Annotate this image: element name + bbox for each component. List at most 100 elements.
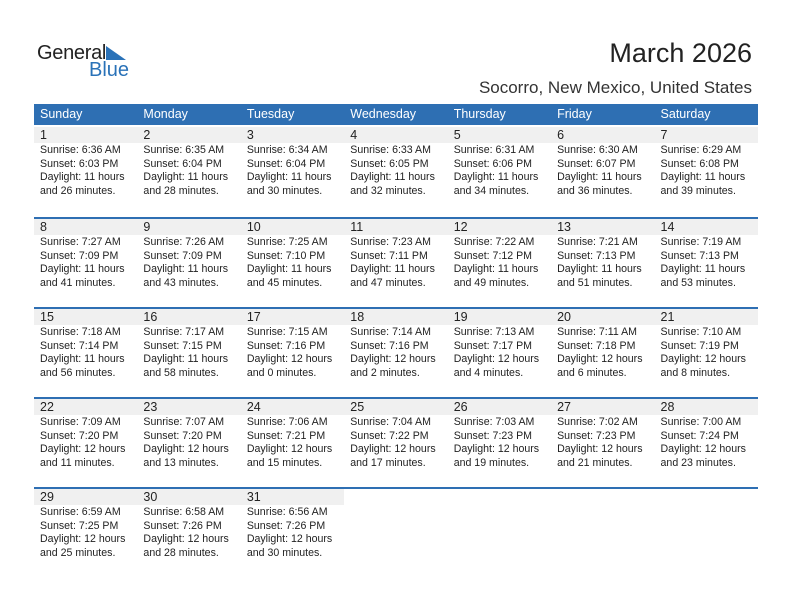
sunrise: Sunrise: 7:23 AM bbox=[350, 236, 431, 248]
sunset: Sunset: 7:14 PM bbox=[40, 339, 119, 352]
week-row: 15 Sunrise: 7:18 AM Sunset: 7:14 PM Dayl… bbox=[34, 307, 758, 397]
weekday-sunday: Sunday bbox=[40, 107, 83, 121]
daylight: Daylight: 11 hours bbox=[350, 171, 435, 183]
sunset: Sunset: 7:16 PM bbox=[350, 339, 429, 352]
sunrise: Sunrise: 7:06 AM bbox=[246, 416, 328, 428]
day-info: Sunrise: 6:56 AM Sunset: 7:26 PM Dayligh… bbox=[241, 505, 344, 560]
week-row: 22 Sunrise: 7:09 AM Sunset: 7:20 PM Dayl… bbox=[34, 397, 758, 487]
day-info: Sunrise: 7:06 AM Sunset: 7:21 PM Dayligh… bbox=[241, 415, 344, 470]
logo-text-blue: Blue bbox=[89, 59, 130, 81]
sunrise: Sunrise: 7:14 AM bbox=[350, 326, 431, 338]
daylight: Daylight: 12 hours bbox=[40, 443, 126, 455]
day-info: Sunrise: 7:15 AM Sunset: 7:16 PM Dayligh… bbox=[241, 325, 344, 380]
day-cell: 19 Sunrise: 7:13 AM Sunset: 7:17 PM Dayl… bbox=[447, 309, 552, 397]
sunset: Sunset: 7:23 PM bbox=[557, 429, 636, 442]
day-number: 14 bbox=[654, 219, 758, 235]
day-number: 1 bbox=[34, 127, 138, 143]
sunset: Sunset: 6:04 PM bbox=[246, 157, 326, 170]
day-cell: 24 Sunrise: 7:06 AM Sunset: 7:21 PM Dayl… bbox=[240, 399, 345, 487]
sunrise: Sunrise: 6:31 AM bbox=[453, 144, 535, 156]
daylight-minutes: and 19 minutes. bbox=[453, 456, 530, 469]
sunset: Sunset: 7:11 PM bbox=[350, 249, 428, 262]
day-cell: 5 Sunrise: 6:31 AM Sunset: 6:06 PM Dayli… bbox=[447, 127, 552, 217]
week-row: 1 Sunrise: 6:36 AM Sunset: 6:03 PM Dayli… bbox=[34, 127, 758, 217]
daylight-minutes: and 56 minutes. bbox=[40, 366, 116, 379]
daylight: Daylight: 11 hours bbox=[143, 263, 229, 275]
daylight: Daylight: 11 hours bbox=[557, 171, 642, 183]
day-cell: 30 Sunrise: 6:58 AM Sunset: 7:26 PM Dayl… bbox=[137, 489, 241, 577]
sunrise: Sunrise: 7:26 AM bbox=[143, 236, 225, 248]
sunrise: Sunrise: 6:35 AM bbox=[143, 144, 225, 156]
daylight: Daylight: 12 hours bbox=[660, 353, 746, 365]
day-cell: 18 Sunrise: 7:14 AM Sunset: 7:16 PM Dayl… bbox=[344, 309, 448, 397]
sunrise: Sunrise: 6:33 AM bbox=[350, 144, 431, 156]
daylight: Daylight: 12 hours bbox=[143, 533, 229, 545]
day-info: Sunrise: 7:17 AM Sunset: 7:15 PM Dayligh… bbox=[137, 325, 240, 380]
daylight-minutes: and 43 minutes. bbox=[143, 276, 219, 289]
sunrise: Sunrise: 7:04 AM bbox=[350, 416, 431, 428]
day-info: Sunrise: 7:00 AM Sunset: 7:24 PM Dayligh… bbox=[655, 415, 758, 470]
day-cell: 1 Sunrise: 6:36 AM Sunset: 6:03 PM Dayli… bbox=[34, 127, 138, 217]
daylight-minutes: and 15 minutes. bbox=[246, 456, 323, 469]
day-number: 24 bbox=[240, 399, 345, 415]
daylight: Daylight: 12 hours bbox=[246, 443, 333, 455]
daylight-minutes: and 28 minutes. bbox=[143, 184, 219, 197]
day-info: Sunrise: 7:25 AM Sunset: 7:10 PM Dayligh… bbox=[241, 235, 344, 290]
sunset: Sunset: 7:26 PM bbox=[143, 519, 222, 532]
sunrise: Sunrise: 7:19 AM bbox=[660, 236, 742, 248]
daylight: Daylight: 12 hours bbox=[557, 443, 643, 455]
day-info: Sunrise: 7:11 AM Sunset: 7:18 PM Dayligh… bbox=[551, 325, 654, 380]
weekday-saturday: Saturday bbox=[660, 107, 711, 121]
day-number: 9 bbox=[137, 219, 241, 235]
day-info: Sunrise: 7:04 AM Sunset: 7:22 PM Dayligh… bbox=[344, 415, 447, 470]
day-cell: 26 Sunrise: 7:03 AM Sunset: 7:23 PM Dayl… bbox=[447, 399, 552, 487]
daylight-minutes: and 6 minutes. bbox=[557, 366, 627, 379]
sunset: Sunset: 7:15 PM bbox=[143, 339, 222, 352]
day-number: 20 bbox=[551, 309, 655, 325]
daylight-minutes: and 23 minutes. bbox=[660, 456, 736, 469]
daylight-minutes: and 36 minutes. bbox=[557, 184, 633, 197]
day-info: Sunrise: 6:59 AM Sunset: 7:25 PM Dayligh… bbox=[34, 505, 137, 560]
week-row: 8 Sunrise: 7:27 AM Sunset: 7:09 PM Dayli… bbox=[34, 217, 758, 307]
sunrise: Sunrise: 6:30 AM bbox=[557, 144, 638, 156]
sunrise: Sunrise: 6:36 AM bbox=[40, 144, 121, 156]
sunrise: Sunrise: 7:03 AM bbox=[453, 416, 535, 428]
day-cell: 31 Sunrise: 6:56 AM Sunset: 7:26 PM Dayl… bbox=[240, 489, 345, 577]
daylight-minutes: and 26 minutes. bbox=[40, 184, 116, 197]
daylight-minutes: and 58 minutes. bbox=[143, 366, 219, 379]
sunrise: Sunrise: 7:07 AM bbox=[143, 416, 225, 428]
day-cell bbox=[551, 489, 654, 577]
sunset: Sunset: 7:09 PM bbox=[40, 249, 119, 262]
sunrise: Sunrise: 7:17 AM bbox=[143, 326, 225, 338]
day-info: Sunrise: 6:33 AM Sunset: 6:05 PM Dayligh… bbox=[344, 143, 447, 198]
sunrise: Sunrise: 6:34 AM bbox=[246, 144, 328, 156]
day-cell: 8 Sunrise: 7:27 AM Sunset: 7:09 PM Dayli… bbox=[34, 219, 138, 307]
sunrise: Sunrise: 7:11 AM bbox=[557, 326, 637, 338]
daylight: Daylight: 12 hours bbox=[453, 353, 540, 365]
day-cell: 2 Sunrise: 6:35 AM Sunset: 6:04 PM Dayli… bbox=[137, 127, 241, 217]
weekday-monday: Monday bbox=[143, 107, 188, 121]
day-cell: 23 Sunrise: 7:07 AM Sunset: 7:20 PM Dayl… bbox=[137, 399, 241, 487]
weekday-tuesday: Tuesday bbox=[246, 107, 295, 121]
day-info: Sunrise: 6:34 AM Sunset: 6:04 PM Dayligh… bbox=[241, 143, 344, 198]
day-cell bbox=[655, 489, 758, 577]
day-number: 30 bbox=[137, 489, 241, 505]
day-number: 3 bbox=[240, 127, 345, 143]
day-number: 15 bbox=[34, 309, 138, 325]
daylight-minutes: and 2 minutes. bbox=[350, 366, 420, 379]
day-cell: 4 Sunrise: 6:33 AM Sunset: 6:05 PM Dayli… bbox=[344, 127, 448, 217]
daylight: Daylight: 11 hours bbox=[660, 263, 746, 275]
daylight-minutes: and 25 minutes. bbox=[40, 546, 116, 559]
day-info: Sunrise: 6:29 AM Sunset: 6:08 PM Dayligh… bbox=[655, 143, 758, 198]
sunset: Sunset: 6:06 PM bbox=[453, 157, 533, 170]
day-cell: 14 Sunrise: 7:19 AM Sunset: 7:13 PM Dayl… bbox=[654, 219, 758, 307]
day-cell: 17 Sunrise: 7:15 AM Sunset: 7:16 PM Dayl… bbox=[240, 309, 345, 397]
sunrise: Sunrise: 7:25 AM bbox=[246, 236, 328, 248]
calendar-grid: Sunday Monday Tuesday Wednesday Thursday Frid… bbox=[34, 104, 758, 577]
weekday-wednesday: Wednesday bbox=[350, 107, 417, 121]
sunset: Sunset: 6:05 PM bbox=[350, 157, 429, 170]
day-info: Sunrise: 7:09 AM Sunset: 7:20 PM Dayligh… bbox=[34, 415, 137, 470]
day-number: 2 bbox=[137, 127, 241, 143]
day-info: Sunrise: 6:58 AM Sunset: 7:26 PM Dayligh… bbox=[137, 505, 240, 560]
